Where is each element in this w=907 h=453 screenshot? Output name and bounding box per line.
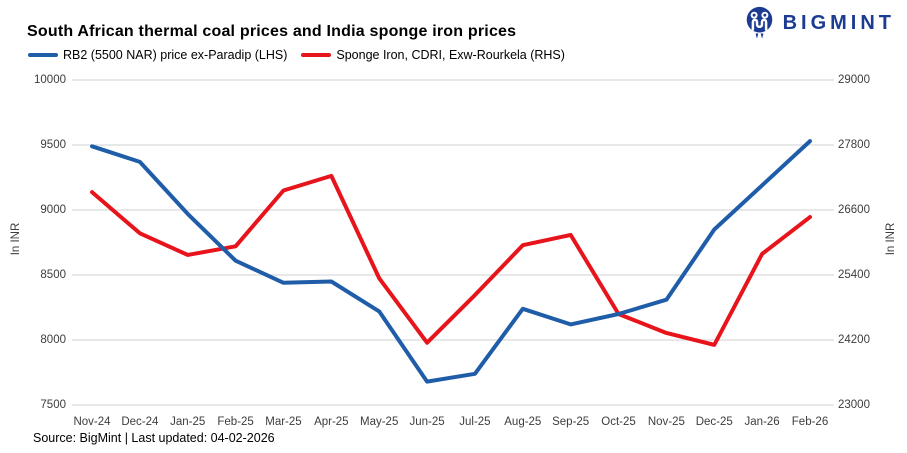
right-axis-tick-label: 27800 xyxy=(838,139,870,151)
x-axis-tick-label: Nov-25 xyxy=(647,416,685,428)
x-axis-tick-label: May-25 xyxy=(360,416,399,428)
x-axis-tick-label: Jun-25 xyxy=(409,416,445,428)
left-axis-tick-label: 9000 xyxy=(40,204,66,216)
x-axis-tick-label: Jan-26 xyxy=(744,416,780,428)
right-axis-tick-label: 25400 xyxy=(838,269,870,281)
left-axis-tick-label: 8000 xyxy=(40,334,66,346)
x-axis-tick-label: Oct-25 xyxy=(601,416,636,428)
series-line-coal xyxy=(90,139,812,384)
legend-swatch-red-icon xyxy=(301,53,332,57)
brand-name: BIGMINT xyxy=(782,11,895,34)
x-axis-tick-label: Apr-25 xyxy=(314,416,349,428)
chart-legend: RB2 (5500 NAR) price ex-Paradip (LHS) Sp… xyxy=(28,48,565,62)
x-axis-tick-label: Dec-24 xyxy=(121,416,159,428)
page-title: South African thermal coal prices and In… xyxy=(27,23,517,40)
x-axis-tick-label: Jan-25 xyxy=(170,416,206,428)
left-axis-tick-label: 8500 xyxy=(40,269,66,281)
x-axis-tick-label: Feb-25 xyxy=(217,416,254,428)
source-note: Source: BigMint | Last updated: 04-02-20… xyxy=(33,431,275,445)
x-axis-tick-label: Feb-26 xyxy=(791,416,829,428)
x-axis-tick-label: Aug-25 xyxy=(504,416,542,428)
right-axis-tick-label: 29000 xyxy=(838,74,870,86)
right-axis-tick-label: 23000 xyxy=(838,399,870,411)
x-axis-tick-label: Sep-25 xyxy=(552,416,590,428)
x-axis-tick-label: Nov-24 xyxy=(73,416,111,428)
x-axis-tick-label: Jul-25 xyxy=(459,416,491,428)
legend-item-coal: RB2 (5500 NAR) price ex-Paradip (LHS) xyxy=(28,48,287,62)
right-axis-tick-label: 26600 xyxy=(838,204,870,216)
series-line-sponge-iron xyxy=(90,173,812,347)
x-axis-tick-label: Mar-25 xyxy=(265,416,302,428)
left-axis-tick-label: 7500 xyxy=(40,399,66,411)
legend-label-coal: RB2 (5500 NAR) price ex-Paradip (LHS) xyxy=(63,48,288,62)
x-axis-tick-label: Dec-25 xyxy=(695,416,733,428)
brand-logo: BIGMINT xyxy=(743,4,895,42)
right-axis-tick-label: 24200 xyxy=(838,334,870,346)
legend-swatch-blue-icon xyxy=(28,53,58,57)
left-axis-tick-label: 10000 xyxy=(34,74,66,86)
bigmint-icon xyxy=(746,6,772,39)
legend-label-sponge-iron: Sponge Iron, CDRI, Exw-Rourkela (RHS) xyxy=(336,48,565,62)
left-axis-tick-label: 9500 xyxy=(40,139,66,151)
legend-item-sponge-iron: Sponge Iron, CDRI, Exw-Rourkela (RHS) xyxy=(301,48,565,62)
